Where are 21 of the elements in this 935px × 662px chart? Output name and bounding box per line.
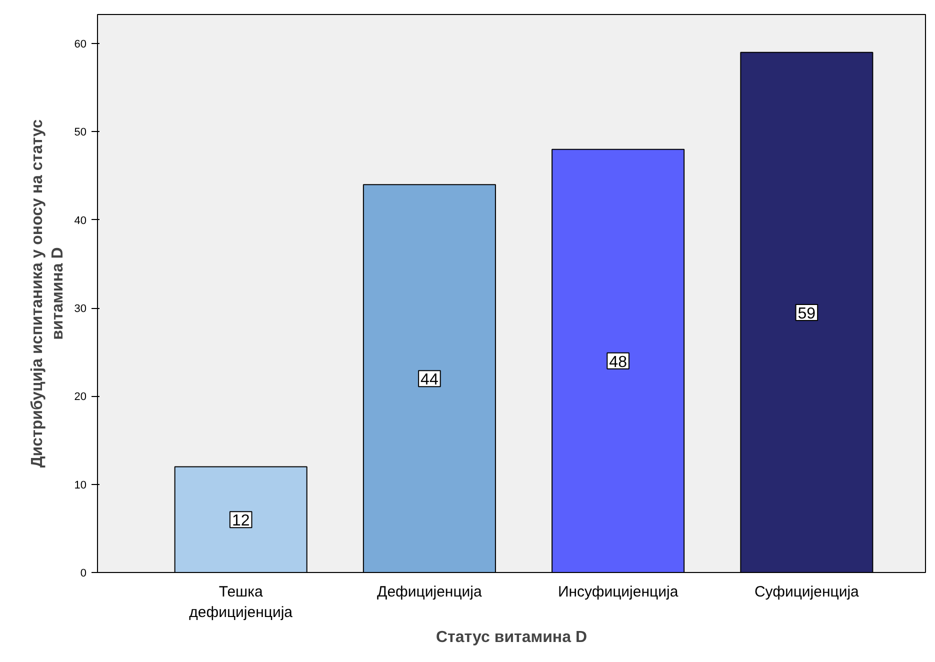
y-tick-label: 60 <box>74 38 87 51</box>
x-axis-title: Статус витамина D <box>436 628 588 646</box>
y-tick-label: 10 <box>74 479 87 492</box>
data-label: 44 <box>420 372 438 389</box>
bar <box>174 466 308 572</box>
x-tick-label: Суфицијенција <box>754 584 860 600</box>
data-label: 48 <box>609 354 628 371</box>
y-tick-label: 0 <box>80 568 87 580</box>
bar <box>740 52 874 572</box>
bar <box>362 184 496 572</box>
y-tick-label: 20 <box>74 391 87 404</box>
data-label: 59 <box>798 305 816 322</box>
data-label: 12 <box>232 512 250 530</box>
y-tick-label: 50 <box>74 126 87 139</box>
x-tick-label: Инсуфицијенција <box>558 584 679 600</box>
bar <box>552 148 685 572</box>
y-tick-label: 40 <box>74 214 87 227</box>
x-tick-label: Тешка дефицијенција <box>189 584 294 621</box>
y-tick-label: 30 <box>74 303 87 316</box>
y-axis-title: Дистрибуција испитаника у оносу на статус витамина D <box>28 119 66 468</box>
x-tick-label: Дефицијенција <box>377 584 483 600</box>
